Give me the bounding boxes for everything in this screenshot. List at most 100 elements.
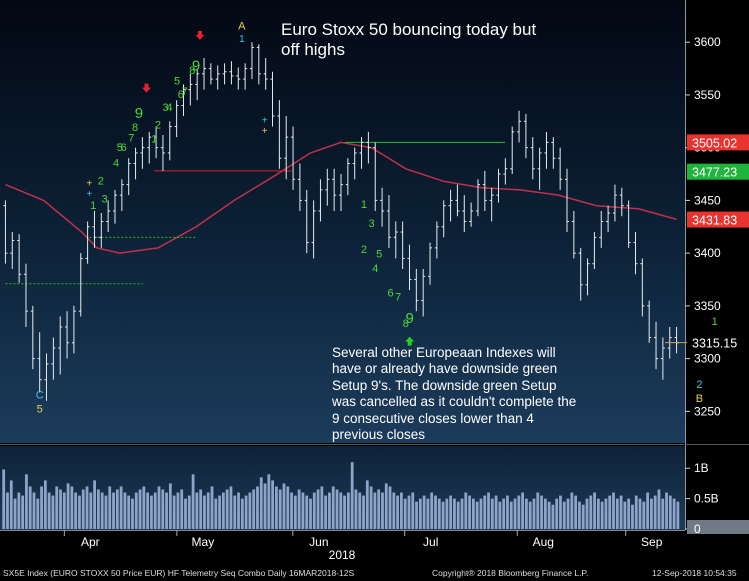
ohlc-bar-76 (523, 113, 528, 159)
volume-bar-173 (657, 489, 661, 529)
annotation-note: Several other Europeaan Indexes will hav… (332, 345, 577, 443)
ohlc-bar-22 (154, 126, 159, 159)
volume-bar-158 (600, 501, 604, 529)
price-label-box-0 (687, 134, 749, 151)
ohlc-bar-67 (462, 195, 467, 233)
arrow-down-1 (195, 30, 205, 40)
ohlc-bar-52 (359, 137, 364, 169)
price-label-box-1 (687, 163, 749, 180)
volume-bar-160 (608, 495, 612, 529)
volume-bar-48 (184, 498, 187, 529)
price-label-3: 3315.15 (692, 337, 737, 351)
volume-bar-155 (589, 495, 593, 529)
ohlc-bar-40 (277, 100, 282, 169)
volume-bar-20 (78, 495, 81, 529)
volume-bar-164 (623, 501, 627, 529)
volume-bar-176 (668, 495, 672, 529)
seq-label-25: 9 (405, 310, 413, 327)
ohlc-bar-24 (167, 121, 172, 161)
volume-bar-63 (240, 498, 244, 529)
volume-bar-163 (619, 495, 623, 529)
footer: SX5E Index (EURO STOXX 50 Price EUR) HF … (0, 567, 749, 581)
volume-bar-148 (562, 501, 566, 529)
y-tick-label-3350: 3350 (694, 299, 721, 313)
volume-bar-83 (316, 489, 320, 529)
volume-bar-102 (388, 486, 392, 529)
volume-bar-13 (51, 495, 55, 529)
ohlc-bar-17 (119, 179, 124, 211)
ohlc-bar-65 (448, 189, 453, 222)
ohlc-bar-8 (58, 316, 63, 375)
ohlc-bar-3 (23, 263, 28, 327)
x-tick-label-Sep: Sep (641, 535, 663, 549)
volume-bar-17 (66, 483, 70, 529)
ohlc-bar-6 (44, 353, 49, 401)
volume-bar-74 (282, 483, 286, 529)
ohlc-bar-80 (551, 137, 556, 169)
ohlc-bar-10 (71, 305, 76, 354)
ohlc-bar-87 (599, 210, 604, 248)
seq-label-13: 5 (174, 75, 180, 87)
ohlc-bar-89 (612, 184, 617, 222)
volume-bar-85 (324, 495, 328, 529)
ohlc-bar-32 (222, 63, 227, 85)
x-tick-label-Apr: Apr (81, 535, 100, 549)
ohlc-bar-42 (291, 126, 296, 190)
ohlc-bar-48 (332, 168, 337, 211)
volume-bar-46 (176, 492, 180, 529)
volume-bar-28 (108, 486, 112, 529)
volume-bar-2 (9, 480, 13, 529)
volume-bar-19 (74, 492, 78, 529)
ohlc-bar-44 (304, 189, 309, 254)
volume-bar-124 (471, 498, 475, 529)
volume-bar-156 (593, 492, 596, 529)
ohlc-bar-75 (517, 110, 522, 143)
ohlc-bar-61 (421, 268, 426, 317)
volume-bar-144 (547, 501, 551, 529)
volume-bar-43 (165, 492, 168, 529)
volume-bar-170 (646, 492, 649, 529)
volume-bar-38 (146, 492, 150, 529)
ohlc-bar-43 (297, 163, 302, 211)
ohlc-bar-31 (215, 65, 220, 90)
seq-label-20: 2 (361, 244, 367, 256)
volume-bar-68 (259, 477, 263, 529)
ohlc-bar-21 (147, 131, 152, 164)
volume-bar-30 (115, 489, 119, 529)
seq-label-29: 1 (239, 34, 245, 45)
ohlc-bar-88 (606, 205, 611, 233)
volume-bar-10 (40, 486, 43, 529)
volume-bar-62 (237, 492, 240, 529)
volume-bar-23 (89, 492, 93, 529)
ohlc-bar-19 (133, 147, 138, 180)
price-label-2: 3431.83 (692, 214, 737, 228)
vol-tick-label-1: 0.5B (694, 492, 719, 506)
volume-bar-110 (418, 498, 422, 529)
vol-zero-box (687, 520, 749, 534)
volume-bar-118 (449, 495, 453, 529)
volume-bar-103 (392, 492, 396, 529)
volume-bar-82 (312, 492, 316, 529)
volume-bar-108 (411, 492, 415, 529)
volume-bar-142 (540, 495, 543, 529)
volume-bar-79 (301, 492, 305, 529)
volume-bar-64 (244, 495, 248, 529)
seq-label-26: 8 (403, 318, 409, 330)
ohlc-bar-47 (325, 168, 330, 206)
volume-bar-152 (578, 501, 581, 529)
ohlc-bar-64 (441, 200, 446, 238)
volume-bar-21 (81, 489, 85, 529)
y-tick-label-3600: 3600 (694, 35, 721, 49)
volume-bar-113 (430, 492, 434, 529)
price-label-1: 3477.23 (692, 166, 737, 180)
ohlc-bar-91 (626, 200, 631, 248)
ohlc-bar-11 (78, 253, 83, 317)
volume-bar-87 (331, 486, 335, 529)
ohlc-bar-23 (160, 135, 165, 171)
volume-bar-49 (187, 495, 191, 529)
ohlc-bar-35 (243, 63, 248, 90)
seq-label-7: 8 (132, 122, 138, 134)
volume-bar-177 (672, 498, 676, 529)
ohlc-bar-20 (140, 137, 145, 169)
seq-label-15: 7 (182, 86, 188, 98)
